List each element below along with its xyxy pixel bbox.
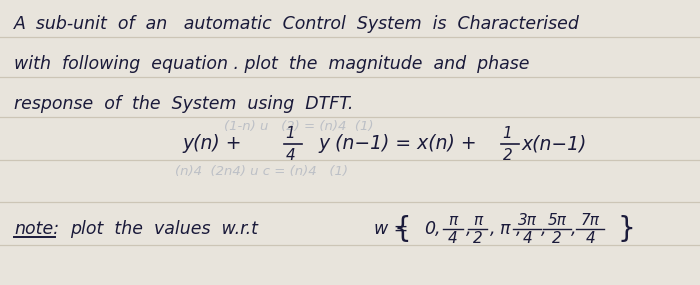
Text: 5π: 5π bbox=[548, 213, 566, 227]
Text: 1: 1 bbox=[286, 126, 295, 141]
Text: π: π bbox=[448, 213, 458, 227]
Text: A  sub-unit  of  an   automatic  Control  System  is  Characterised: A sub-unit of an automatic Control Syste… bbox=[14, 15, 580, 33]
Text: ,: , bbox=[541, 220, 547, 239]
Text: π ,: π , bbox=[500, 220, 522, 239]
Text: response  of  the  System  using  DTFT.: response of the System using DTFT. bbox=[14, 95, 354, 113]
Text: x(n−1): x(n−1) bbox=[522, 135, 587, 153]
Text: 2: 2 bbox=[473, 231, 482, 246]
Text: {: { bbox=[393, 215, 412, 243]
Text: 4: 4 bbox=[286, 148, 295, 163]
Text: (1-n) u   (2) = (n)4  (1): (1-n) u (2) = (n)4 (1) bbox=[224, 120, 374, 133]
Text: ,: , bbox=[571, 220, 577, 239]
Text: 2: 2 bbox=[552, 231, 562, 246]
Text: y (n−1) = x(n) +: y (n−1) = x(n) + bbox=[318, 135, 477, 153]
Text: π: π bbox=[473, 213, 482, 227]
Text: (n)4  (2n4) u c = (n)4   (1): (n)4 (2n4) u c = (n)4 (1) bbox=[175, 164, 348, 178]
Text: 4: 4 bbox=[585, 231, 595, 246]
Text: 4: 4 bbox=[448, 231, 458, 246]
Text: ,: , bbox=[490, 220, 496, 239]
Text: 1: 1 bbox=[503, 126, 512, 141]
Text: 2: 2 bbox=[503, 148, 512, 163]
Text: ,: , bbox=[466, 220, 472, 239]
Text: with  following  equation . plot  the  magnitude  and  phase: with following equation . plot the magni… bbox=[14, 55, 529, 73]
Text: }: } bbox=[617, 215, 636, 243]
Text: y(n) +: y(n) + bbox=[182, 135, 241, 153]
Text: w =: w = bbox=[374, 220, 409, 239]
Text: 7π: 7π bbox=[581, 213, 599, 227]
Text: plot  the  values  w.r.t: plot the values w.r.t bbox=[70, 220, 258, 239]
Text: 4: 4 bbox=[522, 231, 532, 246]
Text: note:: note: bbox=[14, 220, 59, 239]
Text: 3π: 3π bbox=[518, 213, 536, 227]
Text: 0,: 0, bbox=[424, 220, 441, 239]
